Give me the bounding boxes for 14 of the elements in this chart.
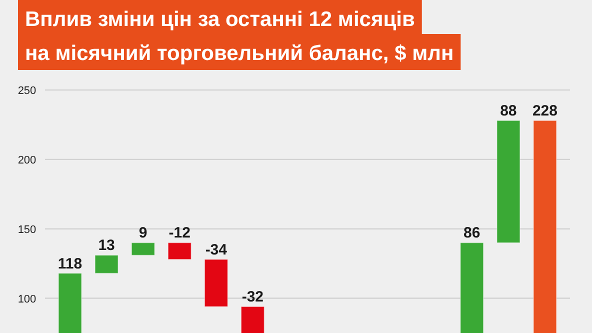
data-label: 13 [98, 237, 115, 254]
data-label: 86 [464, 224, 480, 242]
data-label: 118 [58, 255, 82, 272]
y-tick-label: 100 [18, 293, 36, 306]
data-label: -32 [242, 288, 264, 306]
chart-title: Вплив зміни цін за останні 12 місяців на місячний торговельний баланс, $ млн [25, 8, 454, 65]
data-label: -34 [205, 241, 228, 258]
y-tick-label: 150 [18, 224, 36, 236]
data-label: 9 [138, 224, 148, 242]
y-tick-label: 250 [18, 85, 36, 97]
y-tick-label: 200 [18, 154, 36, 166]
data-label: 228 [532, 102, 558, 120]
data-label: 88 [500, 102, 517, 120]
data-label: -12 [168, 224, 190, 242]
